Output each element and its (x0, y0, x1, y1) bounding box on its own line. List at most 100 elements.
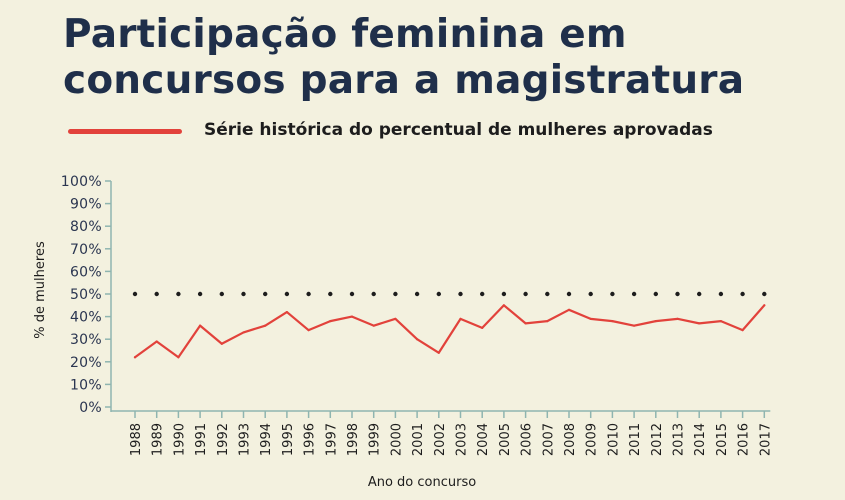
x-tick-label: 2012 (650, 423, 665, 456)
data-point (481, 326, 484, 329)
x-tick-label: 1992 (216, 423, 231, 456)
reference-dot (219, 291, 224, 297)
x-tick-label: 1995 (281, 423, 296, 456)
reference-line (132, 291, 767, 297)
x-tick-label: 2003 (455, 423, 470, 456)
x-tick-label: 2006 (520, 423, 535, 456)
reference-dot (306, 291, 311, 297)
data-point (133, 356, 137, 359)
reference-dot (545, 291, 550, 297)
y-tick-label: 60% (70, 264, 102, 280)
x-tick-label: 2007 (541, 423, 556, 456)
data-point (242, 331, 245, 334)
x-tick-label: 2000 (389, 423, 404, 456)
reference-dot (501, 291, 507, 297)
y-tick-label: 90% (70, 197, 102, 213)
y-tick-label: 100% (61, 174, 102, 190)
data-point (763, 304, 766, 307)
reference-dot (436, 291, 441, 297)
reference-dot (393, 291, 398, 297)
data-point (372, 324, 375, 327)
y-axis-label: % de mulheres (33, 241, 48, 339)
data-point (350, 315, 354, 318)
x-tick-label: 1998 (346, 423, 361, 456)
y-axis: 0% 10% 20% 30% 40% 50% 60% 70% 80% 90% 100% (61, 174, 112, 416)
reference-dot (610, 291, 615, 297)
legend-label: Série histórica do percentual de mulhere… (204, 120, 713, 140)
x-tick-label: 2005 (498, 423, 513, 456)
data-point (285, 310, 288, 314)
x-tick-label: 2004 (476, 423, 491, 456)
x-tick-label: 2017 (758, 423, 773, 456)
y-tick-label: 10% (70, 377, 102, 393)
reference-dot (414, 291, 420, 297)
x-tick-label: 2013 (672, 423, 687, 456)
y-tick-label: 50% (70, 287, 102, 303)
reference-dot (263, 291, 268, 297)
y-tick-label: 80% (70, 219, 102, 235)
data-point (199, 324, 202, 327)
data-point (264, 324, 267, 327)
x-tick-label: 2016 (737, 423, 752, 456)
data-point (177, 356, 180, 359)
series-line (133, 304, 766, 359)
reference-dot (566, 291, 572, 297)
x-tick-label: 1990 (172, 423, 187, 456)
data-point (307, 329, 310, 332)
x-tick-label: 1996 (303, 423, 318, 456)
x-tick-label: 2002 (433, 423, 448, 456)
data-point (698, 322, 701, 325)
x-tick-label: 2001 (411, 423, 426, 456)
y-tick-label: 30% (70, 332, 102, 348)
reference-dot (631, 291, 637, 297)
reference-dot (718, 291, 724, 297)
reference-dot (284, 291, 290, 297)
x-tick-label: 2009 (585, 423, 600, 456)
legend: Série histórica do percentual de mulhere… (68, 118, 808, 146)
x-axis-label: Ano do concurso (368, 475, 476, 490)
y-tick-label: 70% (70, 242, 102, 258)
x-tick-label: 1988 (129, 423, 144, 456)
x-tick-label: 2010 (606, 423, 621, 456)
reference-dot (349, 291, 355, 297)
legend-swatch (68, 129, 182, 134)
data-point (719, 320, 723, 323)
data-point (437, 351, 440, 354)
reference-dot (328, 291, 333, 297)
reference-dot (197, 291, 203, 297)
reference-dot (740, 291, 745, 297)
reference-dot (371, 291, 376, 297)
reference-dot (480, 291, 485, 297)
x-tick-label: 2014 (693, 423, 708, 456)
data-point (394, 317, 397, 320)
data-point (502, 304, 505, 307)
data-point (567, 308, 571, 311)
x-tick-label: 1994 (259, 423, 274, 456)
reference-dot (697, 291, 702, 297)
data-point (633, 324, 636, 327)
data-point (589, 317, 592, 320)
x-tick-label: 2011 (628, 423, 643, 456)
reference-dot (675, 291, 680, 297)
reference-dot (653, 291, 658, 297)
series (133, 304, 766, 359)
data-point (741, 329, 744, 332)
x-axis: 1988 1989 1990 1991 1992 1993 1994 1995 1996 1997… (111, 410, 773, 456)
reference-dot (762, 291, 767, 297)
data-point (459, 317, 462, 320)
x-tick-label: 2008 (563, 423, 578, 456)
reference-dot (588, 291, 593, 297)
x-tick-label: 1991 (194, 423, 209, 456)
data-point (676, 317, 679, 320)
reference-dot (523, 291, 528, 297)
x-tick-label: 1997 (324, 423, 339, 456)
reference-dot (154, 291, 159, 297)
data-point (611, 320, 614, 323)
reference-dot (241, 291, 246, 297)
data-point (546, 320, 549, 323)
data-point (416, 338, 419, 341)
x-tick-label: 2015 (715, 423, 730, 456)
data-point (220, 342, 223, 345)
data-point (524, 322, 527, 325)
